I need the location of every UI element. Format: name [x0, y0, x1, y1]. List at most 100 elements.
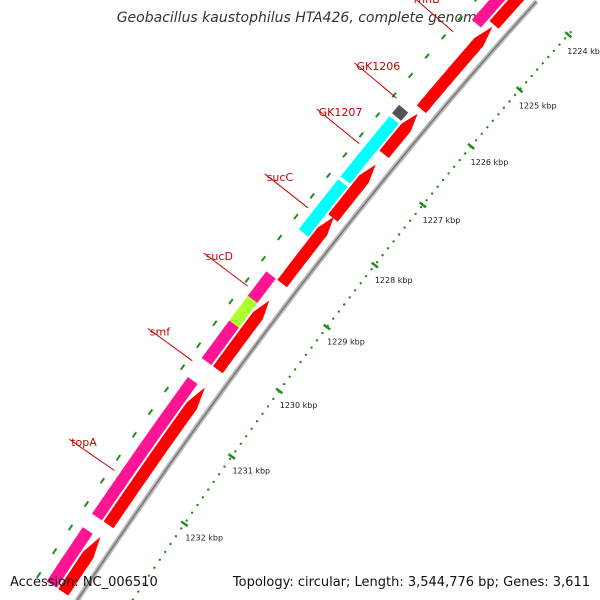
- tick-dot: [321, 331, 324, 335]
- tick-dot: [239, 442, 242, 445]
- tick-dot: [441, 178, 445, 182]
- tick-dot: [137, 590, 140, 593]
- inner-tick: [131, 431, 138, 438]
- tick-dot: [245, 435, 248, 438]
- inner-tick: [260, 255, 267, 262]
- tick-dot: [430, 192, 434, 195]
- inner-tick: [474, 0, 478, 2]
- tick-dot: [207, 488, 210, 491]
- cds-feature-0: [489, 0, 525, 29]
- tick-dot: [283, 382, 286, 386]
- gene-feature-smf: [229, 295, 258, 328]
- inner-tick: [440, 34, 447, 40]
- tick-dot: [196, 503, 199, 507]
- label-leader: [316, 108, 360, 144]
- inner-tick: [358, 131, 364, 138]
- kbp-tick-label: 1227 kbp: [423, 216, 461, 225]
- tick-dot: [288, 375, 291, 378]
- tick-dot: [502, 106, 506, 110]
- map-title: Geobacillus kaustophilus HTA426, complet…: [116, 10, 486, 26]
- inner-tick: [147, 408, 154, 416]
- inner-tick: [67, 524, 74, 531]
- kbp-tick-mark: [322, 323, 331, 331]
- tick-dot: [153, 566, 156, 569]
- gene-label-sucC: sucC: [267, 171, 294, 184]
- gene-feature-smf-b: [201, 320, 239, 366]
- inner-tick: [195, 342, 202, 349]
- tick-dot: [530, 74, 533, 78]
- kbp-tick-label: 1225 kbp: [519, 101, 557, 110]
- tick-dot: [541, 62, 544, 65]
- kbp-tick-mark: [467, 142, 476, 150]
- tick-dot: [142, 582, 145, 585]
- inner-tick: [179, 364, 186, 371]
- inner-tick: [115, 454, 122, 461]
- tick-dot: [491, 119, 494, 123]
- cds-feature-rnhB: [416, 26, 493, 114]
- inner-tick: [51, 547, 58, 555]
- tick-dot: [375, 261, 379, 264]
- tick-dot: [458, 158, 461, 162]
- gene-feature-GK1207: [392, 104, 409, 121]
- tick-dot: [359, 282, 362, 285]
- tick-dot: [381, 254, 384, 257]
- tick-dot: [180, 527, 183, 530]
- tick-dot: [403, 226, 406, 229]
- inner-tick: [163, 386, 170, 393]
- kbp-tick-label: 1228 kbp: [375, 276, 413, 285]
- tick-dot: [524, 81, 528, 84]
- label-leader: [68, 438, 115, 471]
- tick-dot: [552, 49, 556, 52]
- gene-feature-end: [46, 527, 93, 588]
- inner-tick: [424, 53, 430, 59]
- gene-feature-sucD: [298, 179, 348, 237]
- tick-dot: [563, 37, 567, 40]
- inner-tick: [212, 320, 218, 327]
- tick-dot: [419, 205, 423, 209]
- tick-dot: [425, 199, 428, 202]
- kbp-tick-label: 1231 kbp: [232, 466, 270, 475]
- tick-dot: [310, 346, 313, 349]
- tick-dot: [558, 43, 561, 46]
- tick-dot: [364, 275, 368, 278]
- gene-label-sucD: sucD: [206, 250, 233, 263]
- inner-tick: [342, 151, 348, 158]
- backbone-outer: [74, 0, 539, 600]
- inner-tick: [309, 192, 315, 199]
- tick-dot: [536, 68, 539, 71]
- tick-dot: [354, 289, 357, 292]
- label-leader: [203, 252, 248, 287]
- cds-feature-GK1206: [379, 113, 418, 159]
- tick-dot: [414, 212, 417, 216]
- inner-tick: [325, 172, 332, 179]
- tick-dot: [185, 519, 188, 522]
- tick-dot-track: [36, 0, 572, 600]
- kbp-tick-mark: [370, 261, 379, 269]
- cds-feature-topA: [103, 387, 205, 529]
- backbone: [74, 0, 539, 600]
- tick-dot: [513, 93, 517, 97]
- kbp-tick-label: 1226 kbp: [471, 158, 509, 167]
- tick-dot: [299, 360, 302, 364]
- tick-dot: [436, 185, 439, 188]
- tick-dot: [293, 368, 297, 371]
- gene-label-rnhB: rnhB: [414, 0, 440, 6]
- kbp-tick-label: 1229 kbp: [327, 338, 365, 347]
- tick-dot: [174, 535, 178, 538]
- inner-tick: [244, 276, 250, 284]
- tick-dot: [212, 480, 215, 484]
- tick-dot: [228, 457, 232, 461]
- gene-label-GK1206: GK1206: [357, 60, 401, 73]
- kbp-tick-mark: [275, 387, 284, 395]
- inner-tick: [228, 298, 234, 305]
- kbp-tick-mark: [227, 453, 236, 460]
- tick-dot: [223, 465, 226, 468]
- tick-dot: [201, 496, 205, 499]
- tick-dot: [272, 397, 275, 401]
- tick-dot: [158, 558, 161, 561]
- tick-dot: [408, 219, 412, 222]
- tick-dot: [304, 353, 308, 356]
- inner-tick: [391, 92, 397, 98]
- kbp-tick-label: 1232 kbp: [185, 534, 223, 543]
